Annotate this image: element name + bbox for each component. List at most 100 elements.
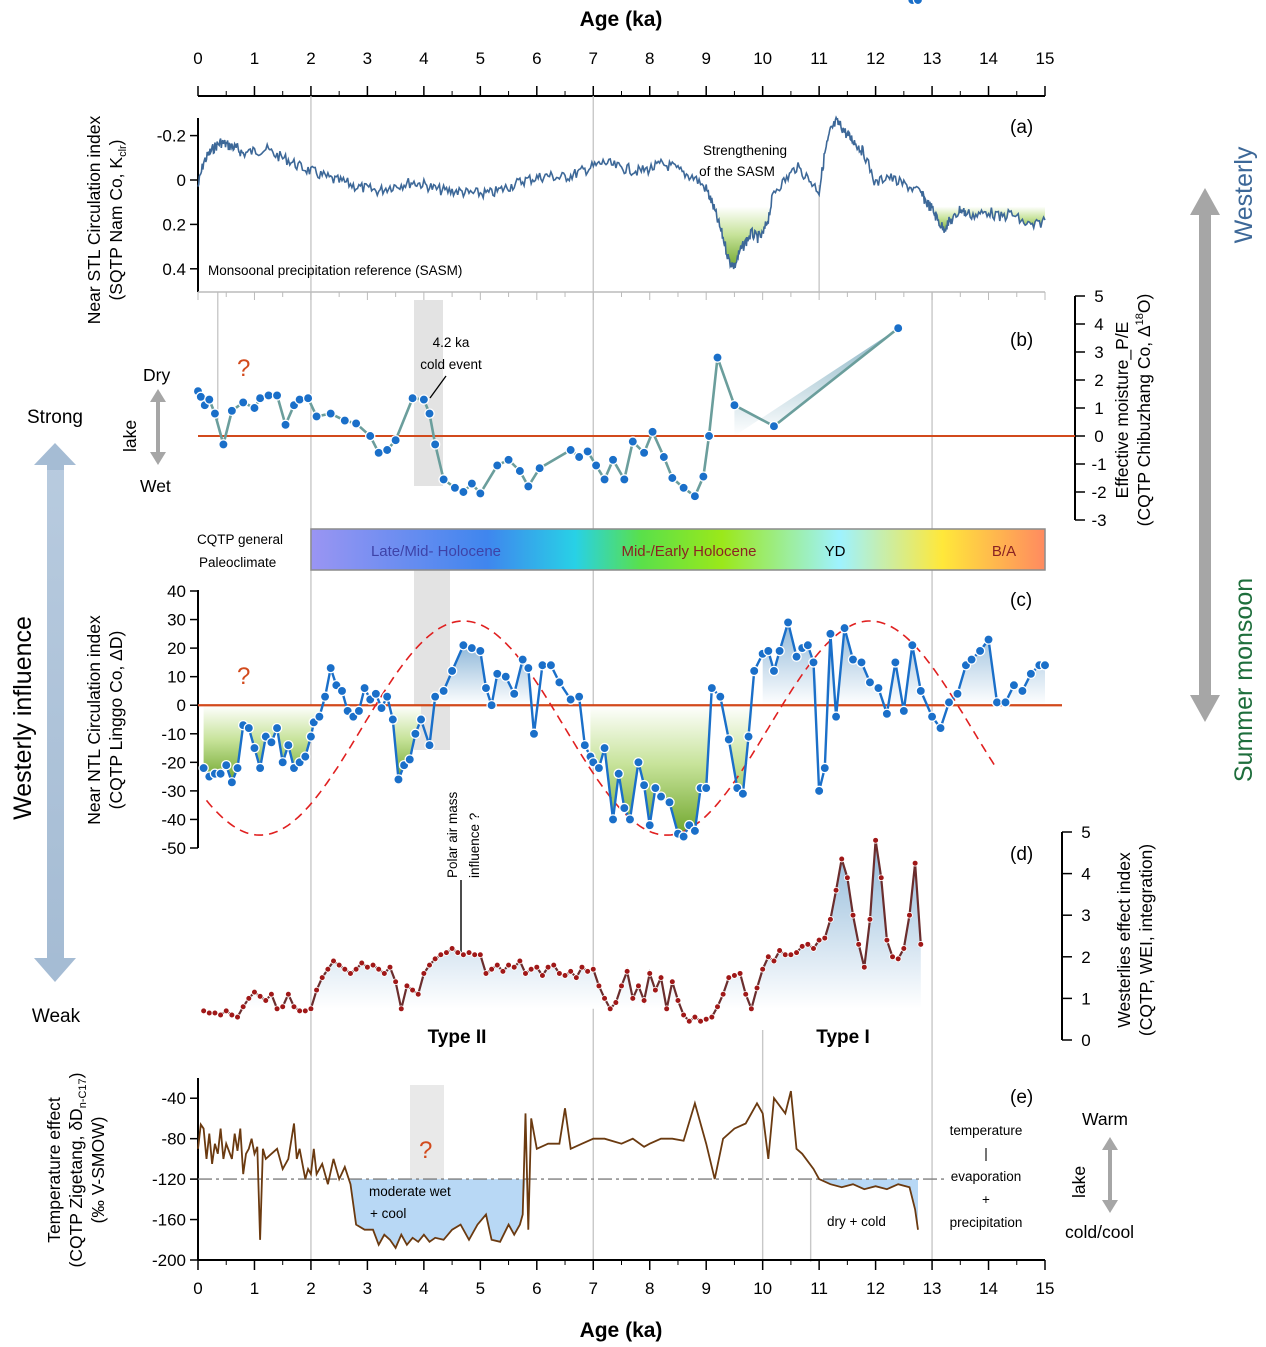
top-tick-label-8: 8 <box>645 49 654 68</box>
panel-b-question: ? <box>237 355 250 382</box>
panel-c-point <box>782 617 794 628</box>
panel-b-event-2: cold event <box>420 357 482 372</box>
panel-c-point <box>802 640 814 651</box>
panel-d-point <box>872 837 879 844</box>
panel-c-point <box>774 645 785 657</box>
westerly-influence-scale: Strong Weak Westerly influence <box>9 407 83 1027</box>
panel-b-point <box>418 394 430 405</box>
panel-d-point <box>200 1007 207 1015</box>
panel-c-point <box>644 819 655 831</box>
panel-c-point <box>926 711 938 722</box>
panel-c-point <box>847 654 859 665</box>
panel-d-point <box>358 959 366 967</box>
top-tick-label-1: 1 <box>250 49 259 68</box>
panel-b-point <box>350 418 362 429</box>
panel-d-ylabel-1: Westerlies effect index <box>1114 852 1134 1028</box>
panel-d-point <box>251 988 258 996</box>
panel-c-point <box>523 662 534 674</box>
panel-d-point <box>397 1005 405 1013</box>
summer-monsoon-label: Summer monsoon <box>1230 578 1258 782</box>
panel-e-xtick-label: 1 <box>250 1279 259 1298</box>
panel-c-point <box>325 662 336 674</box>
panel-d-point <box>827 916 834 923</box>
panel-d-type-1: Type I <box>816 1027 870 1048</box>
panel-d-point <box>883 936 891 944</box>
panel-e-right-4: + <box>982 1192 990 1207</box>
panel-d-point <box>256 993 264 1000</box>
paleoclimate-segment-mid-early-holocene: Mid-/Early Holocene <box>621 543 756 560</box>
panel-d-point <box>742 990 750 998</box>
panel-d-label: (d) <box>1010 844 1033 865</box>
panel-d-point <box>906 911 913 919</box>
panel-b-point <box>667 472 678 484</box>
panel-b-ytick-label: 3 <box>1094 343 1103 362</box>
westerly-up-arrow <box>34 443 76 470</box>
panel-b-point <box>573 451 585 463</box>
paleoclimate-band: CQTP general Paleoclimate Late/Mid- Holo… <box>197 528 1046 571</box>
panel-c-point <box>593 762 605 774</box>
panel-c-ytick-label: -10 <box>161 725 186 744</box>
panel-d-markers <box>200 837 925 1025</box>
panel-b-ytick-label: -3 <box>1091 511 1106 530</box>
panel-c-point <box>486 699 497 711</box>
panel-e-xtick-label: 6 <box>532 1279 541 1298</box>
panel-d-point <box>335 961 343 969</box>
bottom-axis-title: Age (ka) <box>580 1319 663 1342</box>
panel-b-point <box>729 399 740 411</box>
panel-d-point <box>618 982 625 990</box>
panel-c-point <box>446 665 458 677</box>
polar-air-text-1: Polar air mass <box>445 791 460 878</box>
panel-b-point <box>364 430 376 442</box>
panel-c-ylabel-2: (CQTP Linggo Co, ΔD) <box>106 631 126 810</box>
panel-d-point <box>375 965 382 973</box>
panel-c-point <box>215 768 226 780</box>
panel-d-point <box>652 986 659 994</box>
panel-a-ylabel-2: (SQTP Nam Co, Kclr) <box>106 139 129 300</box>
panel-c-point <box>830 711 842 722</box>
panel-c-point <box>438 685 449 697</box>
panel-b-label: (b) <box>1010 330 1033 351</box>
panel-d-point <box>527 965 535 973</box>
panel-c-fill-above <box>429 645 534 706</box>
panel-d-point <box>228 1011 236 1019</box>
top-tick-label-11: 11 <box>810 49 828 68</box>
panel-b-point <box>503 454 514 466</box>
panel-e-cold: cold/cool <box>1065 1222 1134 1242</box>
panel-b-point <box>678 482 689 494</box>
panel-d-point <box>516 957 524 965</box>
panel-c-point <box>387 714 399 725</box>
panel-d-point <box>725 974 733 981</box>
panel-d-point <box>211 1009 219 1017</box>
panel-e: -40-80-120-160-200 0 1 2 3 4 5 6 7 8 9 10 11 12 13 14 1… <box>44 1073 1134 1343</box>
panel-d-point <box>804 941 812 948</box>
panel-e-xtick-label: 12 <box>866 1279 885 1298</box>
panel-d-point <box>578 963 586 971</box>
panel-d-point <box>454 949 462 956</box>
panel-a-annotation-bottom: Monsoonal precipitation reference (SASM) <box>208 263 462 278</box>
panel-d-point <box>262 997 270 1004</box>
panel-d-point <box>313 986 320 994</box>
westerly-weak-label: Weak <box>32 1006 81 1027</box>
panel-c-point <box>1000 697 1011 708</box>
panel-d-point <box>510 963 518 971</box>
panel-d-point <box>437 951 445 959</box>
panel-c-point <box>607 814 619 825</box>
panel-e-cool-fill <box>813 1179 918 1230</box>
panel-d-point <box>352 965 360 973</box>
panel-c-point <box>737 788 749 799</box>
panel-b-point <box>607 454 619 466</box>
panel-b-point <box>619 474 630 485</box>
westerly-strong-label: Strong <box>27 407 83 428</box>
panel-c-point <box>655 791 667 802</box>
panel-c-point <box>458 640 469 651</box>
panel-e-xtick-label: 7 <box>589 1279 598 1298</box>
panel-d-point <box>307 1005 315 1013</box>
panel-d-point <box>245 995 253 1002</box>
panel-b-point <box>294 394 305 405</box>
panel-e-wet-2: + cool <box>370 1206 406 1221</box>
panel-d-point <box>505 961 512 969</box>
panel-b-y-ticks: -3 -2 -1 0 1 2 3 4 5 <box>1075 287 1107 530</box>
panel-b-point <box>218 439 229 450</box>
panel-c-point <box>429 691 441 702</box>
